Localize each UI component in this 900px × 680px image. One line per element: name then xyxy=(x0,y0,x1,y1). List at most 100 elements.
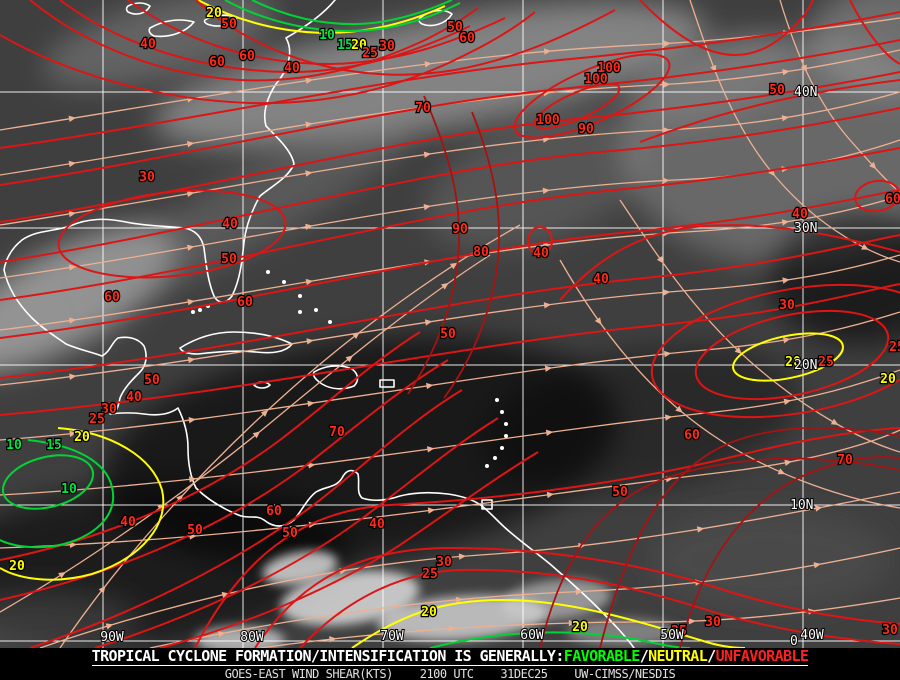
shear-value-label: 40 xyxy=(120,515,136,530)
status-prefix: TROPICAL CYCLONE FORMATION/INTENSIFICATI… xyxy=(91,647,565,665)
status-bar: TROPICAL CYCLONE FORMATION/INTENSIFICATI… xyxy=(0,648,900,680)
shear-value-label: 50 xyxy=(612,485,628,500)
streamline-arrow-icon xyxy=(218,630,226,638)
streamline-arrow-icon xyxy=(68,210,77,218)
shear-value-label: 30 xyxy=(101,402,117,417)
shear-value-label: 60 xyxy=(239,49,255,64)
wind-streamlines xyxy=(0,0,900,648)
shear-contours xyxy=(0,0,900,648)
longitude-label: 80W xyxy=(240,630,264,645)
streamline-arrow-icon xyxy=(675,405,683,413)
shear-value-label: 60 xyxy=(237,295,253,310)
shear-value-label: 20 xyxy=(421,605,437,620)
streamline-arrow-icon xyxy=(426,382,434,390)
status-favorable: FAVORABLE xyxy=(563,647,640,665)
shear-value-label: 10 xyxy=(319,28,335,43)
streamline-arrow-icon xyxy=(458,553,467,560)
streamline-arrow-icon xyxy=(260,409,269,417)
shear-value-label: 40 xyxy=(222,217,238,232)
latitude-label: 30N xyxy=(794,221,817,236)
shear-value-label: 15 xyxy=(46,438,62,453)
shear-value-label: 100 xyxy=(536,113,560,128)
streamline-arrow-icon xyxy=(305,223,313,231)
streamline-arrow-icon xyxy=(814,505,823,512)
streamline-arrow-icon xyxy=(441,282,449,290)
streamline-arrow-icon xyxy=(305,170,313,177)
shear-value-label: 70 xyxy=(837,453,853,468)
streamline-arrow-icon xyxy=(544,365,553,372)
shear-value-label: 40 xyxy=(284,61,300,76)
streamline-arrow-icon xyxy=(427,507,436,514)
streamline-arrow-icon xyxy=(186,190,195,198)
shear-value-label: 20 xyxy=(351,38,367,53)
streamline-arrow-icon xyxy=(688,618,696,625)
streamline-arrow-icon xyxy=(58,571,66,579)
shear-value-label: 50 xyxy=(769,83,785,98)
shear-value-label: 60 xyxy=(684,428,700,443)
status-unfavorable: UNFAVORABLE xyxy=(715,647,809,665)
shear-value-label: 60 xyxy=(104,290,120,305)
streamline-arrow-icon xyxy=(455,596,464,604)
streamline-arrow-icon xyxy=(69,430,77,438)
streamline-arrow-icon xyxy=(869,161,877,170)
streamline-arrow-icon xyxy=(782,277,790,284)
streamline-arrow-icon xyxy=(68,115,77,122)
streamline-arrow-icon xyxy=(352,332,360,340)
shear-value-label: 50 xyxy=(447,20,463,35)
shear-value-label: 50 xyxy=(221,252,237,267)
shear-value-label: 25 xyxy=(889,340,900,355)
shear-value-label: 50 xyxy=(282,526,298,541)
streamline-arrow-icon xyxy=(105,623,114,630)
streamline-arrow-icon xyxy=(449,262,458,270)
streamline-arrow-icon xyxy=(69,487,77,494)
shear-value-label: 60 xyxy=(266,504,282,519)
streamline-arrow-icon xyxy=(662,177,670,184)
shear-value-label: 15 xyxy=(337,38,353,53)
streamline-arrow-icon xyxy=(734,346,742,355)
streamline-arrow-icon xyxy=(783,398,792,405)
streamline-arrow-icon xyxy=(543,48,552,55)
streamline-arrow-icon xyxy=(543,242,551,249)
streamline-arrow-icon xyxy=(186,140,195,148)
streamline-arrow-icon xyxy=(252,431,261,439)
streamline-arrow-icon xyxy=(98,585,106,594)
shear-value-label: 70 xyxy=(415,101,431,116)
status-line: TROPICAL CYCLONE FORMATION/INTENSIFICATI… xyxy=(91,647,809,666)
shear-value-label: 100 xyxy=(597,61,621,76)
streamline-arrow-icon xyxy=(305,278,314,286)
shear-value-label: 60 xyxy=(209,55,225,70)
shear-value-label: 40 xyxy=(792,207,808,222)
streamline-arrow-icon xyxy=(594,317,602,325)
streamline-arrow-icon xyxy=(423,151,432,158)
streamline-arrow-icon xyxy=(782,337,791,344)
shear-value-label: 40 xyxy=(369,517,385,532)
latitude-label: 0 xyxy=(790,634,798,648)
latitude-label: 10N xyxy=(790,498,813,513)
shear-value-label: 30 xyxy=(882,623,898,638)
grid-labels: 90W 80W 70W 60W 50W 40W 40N 30N 20N 10N 0 xyxy=(99,84,825,648)
shear-value-label: 40 xyxy=(533,246,549,261)
streamline-arrow-icon xyxy=(782,69,790,76)
shear-value-label: 90 xyxy=(578,122,594,137)
shear-value-label: 50 xyxy=(144,373,160,388)
streamline-arrow-icon xyxy=(830,418,839,425)
streamline-arrow-icon xyxy=(575,588,583,595)
shear-value-label: 25 xyxy=(671,624,687,639)
streamline-arrow-icon xyxy=(305,121,313,128)
shear-value-label: 50 xyxy=(187,523,203,538)
streamline-arrow-icon xyxy=(329,636,337,643)
streamline-arrow-icon xyxy=(221,591,230,599)
streamline-arrow-icon xyxy=(542,187,550,195)
status-slash2: / xyxy=(707,647,716,665)
streamline-arrow-icon xyxy=(663,289,671,296)
shear-value-label: 70 xyxy=(329,425,345,440)
shear-value-label: 10 xyxy=(6,438,22,453)
shear-value-label: 20 xyxy=(880,372,896,387)
shear-value-label: 25 xyxy=(818,355,834,370)
shear-value-label: 30 xyxy=(379,39,395,54)
streamline-arrow-icon xyxy=(813,562,822,569)
shear-value-label: 40 xyxy=(126,390,142,405)
shear-value-label: 60 xyxy=(885,192,900,207)
shear-value-label: 100 xyxy=(584,72,608,87)
streamline-arrow-icon xyxy=(545,429,554,436)
